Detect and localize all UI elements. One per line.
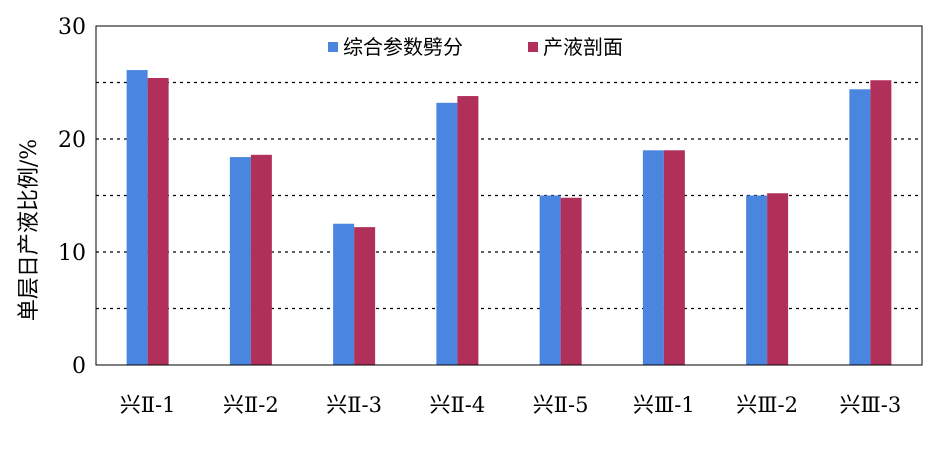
- bar-series2: [767, 193, 789, 365]
- bar-series2: [147, 77, 169, 365]
- bar-series1: [333, 223, 355, 365]
- y-tick-label: 10: [58, 241, 86, 266]
- bar-series1: [436, 102, 458, 365]
- y-tick-label: 0: [72, 354, 86, 379]
- y-tick-label: 20: [58, 128, 86, 153]
- x-tick-label: 兴Ⅱ-3: [326, 393, 382, 417]
- x-tick-label: 兴Ⅱ-1: [120, 393, 176, 417]
- bar-series2: [663, 150, 685, 365]
- bar-series1: [126, 70, 148, 365]
- legend-swatch: [328, 42, 338, 52]
- x-tick-labels: 兴Ⅱ-1 兴Ⅱ-2 兴Ⅱ-3 兴Ⅱ-4 兴Ⅱ-5 兴Ⅲ-1 兴Ⅲ-2 兴Ⅲ-3: [120, 393, 901, 417]
- legend-label: 综合参数劈分: [343, 35, 463, 59]
- x-tick-label: 兴Ⅲ-2: [736, 393, 798, 417]
- legend: 综合参数劈分 产液剖面: [328, 35, 623, 59]
- gridlines: [96, 81, 922, 310]
- x-tick-label: 兴Ⅱ-4: [430, 393, 486, 417]
- plot-frame: [95, 25, 923, 366]
- bar-series2: [457, 96, 479, 365]
- bar-series2: [250, 154, 272, 365]
- legend-label: 产液剖面: [543, 35, 623, 59]
- bar-series1: [539, 195, 561, 365]
- x-tick-label: 兴Ⅲ-3: [840, 393, 902, 417]
- bars: [126, 70, 892, 366]
- bar-series1: [746, 195, 768, 365]
- legend-swatch: [528, 42, 538, 52]
- bar-series2: [354, 227, 376, 365]
- y-tick-label: 30: [58, 15, 86, 40]
- x-tick-label: 兴Ⅱ-5: [533, 393, 589, 417]
- bar-series2: [560, 197, 582, 365]
- bar-series1: [229, 157, 251, 365]
- bar-series1: [642, 150, 664, 365]
- bar-series2: [870, 80, 892, 366]
- y-axis-label: 单层日产液比例/%: [17, 139, 42, 321]
- x-tick-label: 兴Ⅲ-1: [633, 393, 695, 417]
- bar-series1: [849, 89, 871, 365]
- x-tick-label: 兴Ⅱ-2: [223, 393, 279, 417]
- y-tick-labels: 0 10 20 30: [58, 15, 86, 379]
